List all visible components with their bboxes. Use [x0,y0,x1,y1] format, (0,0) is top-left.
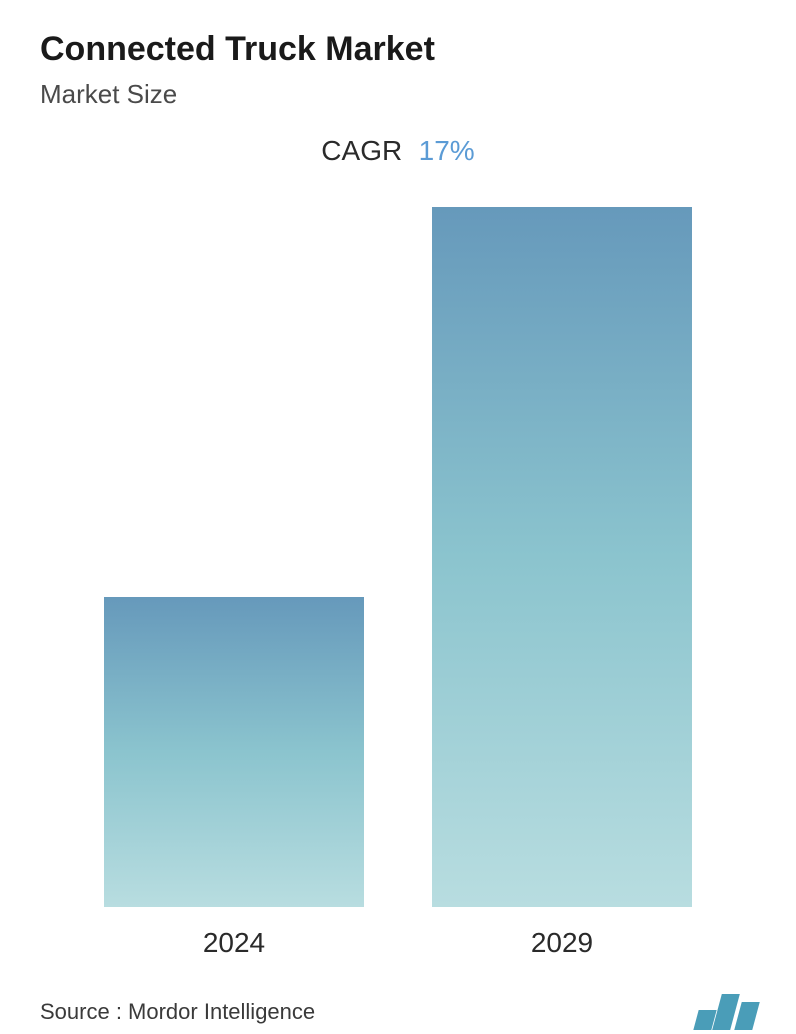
cagr-row: CAGR 17% [40,135,756,167]
bar-2029 [432,207,692,907]
bar-label-2029: 2029 [531,927,593,959]
bar-group-2024: 2024 [104,597,364,959]
bar-group-2029: 2029 [432,207,692,959]
footer: Source : Mordor Intelligence [40,979,756,1030]
mordor-logo-icon [696,994,756,1030]
source-text: Source : Mordor Intelligence [40,999,315,1025]
chart-title: Connected Truck Market [40,30,756,69]
chart-area: 2024 2029 [40,207,756,959]
bar-2024 [104,597,364,907]
bar-label-2024: 2024 [203,927,265,959]
chart-subtitle: Market Size [40,79,756,110]
cagr-label: CAGR [321,135,402,166]
chart-container: Connected Truck Market Market Size CAGR … [0,0,796,1034]
cagr-value: 17% [419,135,475,166]
